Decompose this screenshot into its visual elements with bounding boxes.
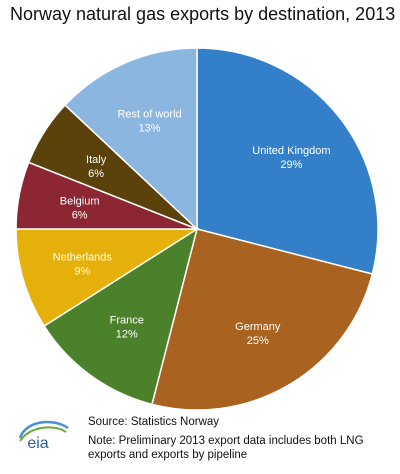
- slice-label: Germany: [235, 321, 281, 333]
- pie-slice-france: [43, 227, 199, 406]
- chart-title: Norway natural gas exports by destinatio…: [10, 4, 396, 24]
- slice-label: Belgium: [60, 196, 100, 208]
- slice-value: 29%: [280, 159, 302, 171]
- pie-slice-rest-of-world: [63, 47, 198, 231]
- source-text: Source: Statistics Norway: [88, 416, 220, 428]
- pie-labels: United Kingdom 29% Germany 25% France 12% Neth…: [53, 108, 331, 346]
- eia-logo-text: eia: [27, 435, 48, 452]
- slice-value: 6%: [72, 210, 88, 222]
- pie-slice-united-kingdom: [196, 47, 379, 275]
- slice-label: Italy: [86, 154, 107, 166]
- eia-logo: eia: [18, 420, 69, 452]
- pie-chart: United Kingdom 29% Germany 25% France 12% Neth…: [15, 47, 379, 410]
- pie-slice-germany: [151, 228, 374, 410]
- note-text: Note: Preliminary 2013 export data inclu…: [88, 435, 364, 461]
- slice-value: 13%: [139, 122, 161, 134]
- slice-value: 25%: [247, 335, 269, 347]
- pie-slice-netherlands: [15, 228, 200, 328]
- slice-value: 12%: [116, 329, 138, 341]
- pie-slices: [15, 47, 379, 410]
- slice-value: 9%: [74, 265, 90, 277]
- slice-label: France: [110, 315, 144, 327]
- slice-label: Netherlands: [53, 251, 113, 263]
- slice-label: Rest of world: [117, 108, 181, 120]
- slice-label: United Kingdom: [252, 145, 330, 157]
- slice-value: 6%: [88, 168, 104, 180]
